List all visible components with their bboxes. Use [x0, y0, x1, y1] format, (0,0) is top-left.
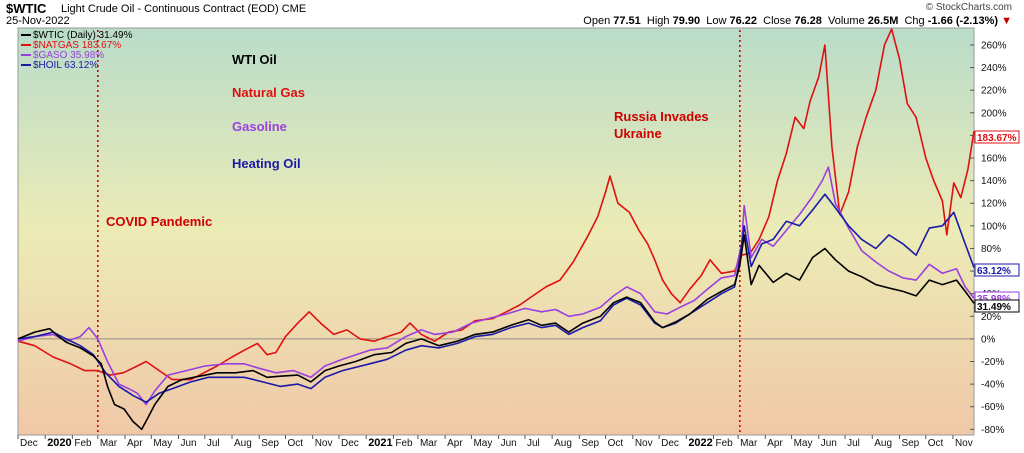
- y-tick-label: 220%: [981, 86, 1007, 97]
- open-value: 77.51: [613, 15, 641, 27]
- y-tick-label: -20%: [981, 357, 1004, 368]
- x-tick-label: Dec: [661, 438, 679, 449]
- x-tick-label: 2021: [368, 437, 392, 449]
- legend-entry-hoil: $HOIL 63.12%: [33, 60, 98, 71]
- low-label: Low: [706, 15, 727, 27]
- annotation-gaso: Gasoline: [232, 119, 287, 134]
- volume-label: Volume: [828, 15, 865, 27]
- y-tick-label: 240%: [981, 63, 1007, 74]
- chg-value: -1.66 (-2.13%): [927, 15, 999, 27]
- y-tick-label: 260%: [981, 40, 1007, 51]
- legend-entry-natgas: $NATGAS 183.67%: [33, 40, 121, 51]
- x-tick-label: Nov: [315, 438, 333, 449]
- high-value: 79.90: [672, 15, 701, 27]
- x-tick-label: 2020: [47, 437, 71, 449]
- x-tick-label: Oct: [288, 438, 304, 449]
- y-tick-label: 120%: [981, 199, 1007, 210]
- x-tick-label: Jul: [527, 438, 540, 449]
- event-label-russia-line-2: Ukraine: [614, 126, 662, 141]
- x-tick-label: Jun: [821, 438, 837, 449]
- high-label: High: [646, 15, 670, 27]
- y-tick-label: 100%: [981, 221, 1007, 232]
- event-label-covid: COVID Pandemic: [106, 214, 212, 229]
- x-tick-label: Feb: [395, 438, 413, 449]
- x-tick-label: Sep: [261, 438, 279, 449]
- y-tick-label: 0%: [981, 334, 996, 345]
- x-tick-label: Jul: [847, 438, 860, 449]
- x-tick-label: Apr: [127, 438, 143, 449]
- x-tick-label: Mar: [420, 438, 438, 449]
- legend-entry-wtic: $WTIC (Daily) 31.49%: [33, 30, 133, 41]
- y-tick-label: -60%: [981, 402, 1004, 413]
- y-tick-label: 140%: [981, 176, 1007, 187]
- y-tick-label: 160%: [981, 154, 1007, 165]
- value-tag-wtic: 31.49%: [977, 302, 1011, 313]
- x-tick-label: Apr: [767, 438, 783, 449]
- value-tag-box-hoil: [974, 263, 1020, 277]
- y-tick-label: 20%: [981, 312, 1001, 323]
- close-label: Close: [763, 15, 792, 27]
- chart-date: 25-Nov-2022: [6, 15, 70, 27]
- x-tick-label: Jun: [501, 438, 517, 449]
- x-tick-label: Mar: [740, 438, 758, 449]
- x-tick-label: Nov: [635, 438, 653, 449]
- volume-value: 26.5M: [867, 15, 899, 27]
- x-tick-label: Dec: [341, 438, 359, 449]
- x-tick-label: Mar: [100, 438, 118, 449]
- x-tick-label: Oct: [608, 438, 624, 449]
- y-tick-label: 200%: [981, 108, 1007, 119]
- x-tick-label: Jul: [207, 438, 220, 449]
- x-tick-label: Apr: [447, 438, 463, 449]
- annotation-hoil: Heating Oil: [232, 156, 301, 171]
- x-tick-label: Sep: [901, 438, 919, 449]
- annotation-natgas: Natural Gas: [232, 85, 305, 100]
- x-tick-label: Jun: [181, 438, 197, 449]
- brand-label: © StockCharts.com: [925, 2, 1012, 13]
- x-tick-label: Feb: [74, 438, 92, 449]
- down-arrow-icon: ▼: [1001, 15, 1012, 27]
- x-tick-label: Oct: [928, 438, 944, 449]
- series-line-hoil: [17, 193, 975, 403]
- x-tick-label: May: [794, 438, 813, 449]
- event-label-russia-line-1: Russia Invades: [614, 109, 709, 124]
- value-tag-box-wtic: [974, 299, 1020, 313]
- x-tick-label: Sep: [581, 438, 599, 449]
- x-tick-label: May: [473, 438, 492, 449]
- value-tag-natgas: 183.67%: [977, 133, 1017, 144]
- plot-area: [17, 27, 975, 436]
- instrument-name: Light Crude Oil - Continuous Contract (E…: [61, 3, 279, 15]
- x-tick-label: May: [153, 438, 172, 449]
- y-tick-label: 80%: [981, 244, 1001, 255]
- series-line-gaso: [17, 166, 975, 406]
- legend-entry-gaso: $GASO 35.98%: [33, 50, 104, 61]
- low-value: 76.22: [729, 15, 758, 27]
- x-tick-label: Aug: [874, 438, 892, 449]
- chart-subtitle: Light Crude Oil - Continuous Contract (E…: [61, 3, 306, 15]
- chg-label: Chg: [904, 15, 925, 27]
- x-tick-label: Dec: [20, 438, 38, 449]
- open-label: Open: [583, 15, 611, 27]
- x-tick-label: Feb: [716, 438, 734, 449]
- close-value: 76.28: [794, 15, 822, 27]
- x-tick-label: 2022: [688, 437, 712, 449]
- value-tag-hoil: 63.12%: [977, 266, 1011, 277]
- series-line-natgas: [17, 28, 975, 381]
- exchange-label: CME: [281, 3, 307, 15]
- quote-bar: Open 77.51 High 79.90 Low 76.22 Close 76…: [583, 15, 1012, 27]
- value-tag-box-natgas: [974, 130, 1020, 144]
- ticker-symbol: $WTIC: [6, 1, 47, 16]
- y-tick-label: -80%: [981, 425, 1004, 436]
- x-tick-label: Aug: [234, 438, 252, 449]
- y-tick-label: -40%: [981, 380, 1004, 391]
- x-tick-label: Nov: [955, 438, 973, 449]
- x-tick-label: Aug: [554, 438, 572, 449]
- annotation-wtic: WTI Oil: [232, 52, 277, 67]
- series-line-wtic: [17, 234, 975, 431]
